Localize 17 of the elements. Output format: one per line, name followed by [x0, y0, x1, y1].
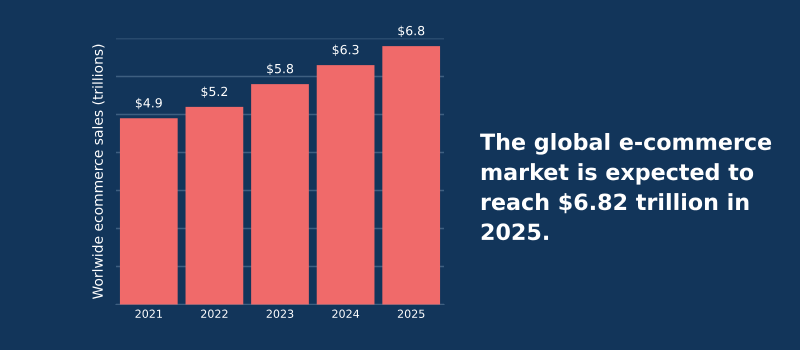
bar [382, 46, 440, 304]
data-label: $4.9 [136, 98, 162, 110]
x-tick-label: 2021 [135, 310, 162, 318]
bar [316, 65, 374, 304]
x-tick-label: 2025 [398, 310, 424, 318]
data-label: $5.8 [267, 64, 294, 76]
y-axis-title: Worlwide ecommerce sales (trillions) [92, 44, 105, 300]
x-tick-label: 2024 [332, 310, 360, 318]
bar [120, 118, 178, 304]
data-label: $6.3 [332, 44, 359, 56]
x-tick-label: 2023 [266, 310, 294, 318]
data-label: $6.8 [398, 26, 424, 38]
x-tick-label: 2022 [201, 310, 228, 318]
bar [186, 106, 244, 304]
data-label: $5.2 [202, 86, 228, 98]
bar [251, 84, 309, 304]
text: The global e-commerce market is expected to reach $6.82 trillion in 2025. [480, 133, 772, 240]
